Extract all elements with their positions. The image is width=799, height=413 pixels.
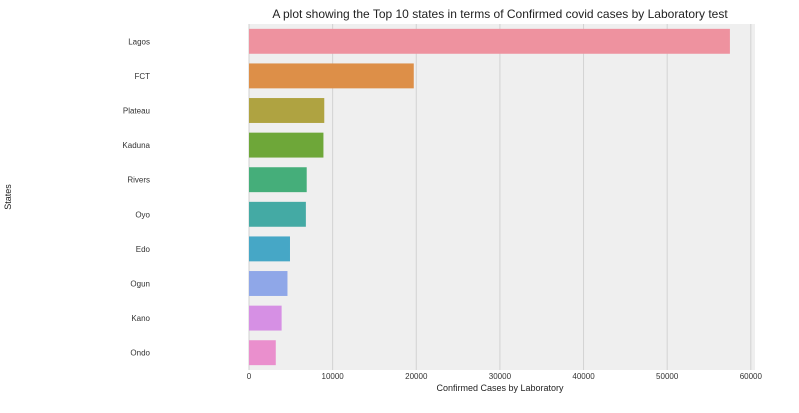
y-tick-label: Plateau	[123, 107, 150, 116]
x-tick-label: 50000	[656, 372, 679, 381]
y-tick-label: Lagos	[128, 37, 150, 46]
bar-ondo	[249, 340, 276, 366]
y-tick-labels: Lagos FCT Plateau Kaduna Rivers Oyo Edo Ogun Kan…	[122, 37, 150, 357]
bar-rivers	[249, 167, 307, 193]
x-axis-title: Confirmed Cases by Laboratory	[436, 383, 564, 393]
bar-ogun	[249, 271, 288, 296]
y-tick-label: Kaduna	[122, 141, 150, 150]
y-tick-label: Ogun	[130, 280, 150, 289]
bar-edo	[249, 236, 290, 262]
x-tick-labels: 0 10000 20000 30000 40000 50000 60000	[247, 372, 763, 381]
y-tick-label: Ondo	[130, 349, 150, 358]
bar-lagos	[249, 28, 730, 54]
y-axis-title: States	[3, 184, 13, 210]
x-tick-label: 30000	[489, 372, 512, 381]
x-tick-label: 60000	[740, 372, 763, 381]
bar-fct	[249, 63, 414, 89]
y-tick-label: Rivers	[127, 176, 150, 185]
x-tick-label: 0	[247, 372, 252, 381]
x-tick-label: 40000	[572, 372, 595, 381]
y-tick-label: Oyo	[135, 210, 150, 219]
x-tick-label: 10000	[322, 372, 345, 381]
y-tick-label: FCT	[134, 72, 150, 81]
y-tick-label: Kano	[131, 314, 150, 323]
bar-oyo	[249, 201, 306, 227]
bar-kaduna	[249, 132, 324, 158]
bar-kano	[249, 305, 282, 331]
bar-plateau	[249, 98, 325, 123]
y-tick-label: Edo	[136, 245, 151, 254]
x-tick-label: 20000	[405, 372, 428, 381]
bars	[249, 28, 730, 366]
chart-title: A plot showing the Top 10 states in term…	[272, 7, 728, 21]
